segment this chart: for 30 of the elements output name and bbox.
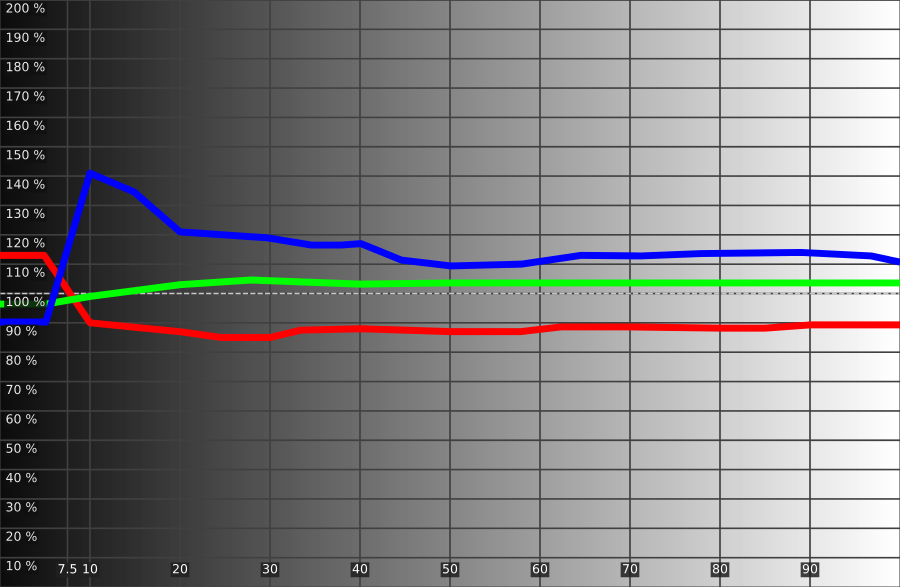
x-tick-label: 50 [443,564,458,574]
y-tick-label: 30 % [6,502,37,512]
x-tick-label: 20 [172,564,188,574]
x-tick-label: 10 [83,564,98,574]
y-tick-label: 140 % [6,179,45,189]
x-tick-label: 70 [623,564,638,574]
y-tick-label: 20 % [6,532,37,541]
x-tick-label: 40 [352,564,368,574]
y-tick-label: 170 % [6,91,45,101]
x-tick-label: 90 [802,564,818,574]
y-tick-label: 110 % [6,267,45,277]
y-tick-label: 60 % [6,414,37,424]
y-tick-label: 130 % [6,208,45,218]
y-tick-label: 40 % [6,472,37,482]
y-tick-label: 160 % [6,120,45,130]
y-tick-label: 100 % [6,296,45,306]
x-tick-label: 7.5 [58,564,76,574]
y-tick-label: 70 % [6,384,37,394]
y-tick-label: 200 % [6,3,45,13]
y-tick-label: 80 % [6,355,37,365]
y-tick-label: 10 % [6,560,37,570]
y-tick-label: 150 % [6,150,45,160]
x-tick-label: 80 [712,564,728,574]
y-tick-label: 50 % [6,443,37,453]
y-tick-label: 90 % [6,326,37,336]
y-tick-label: 180 % [6,62,45,72]
y-tick-label: 190 % [6,32,45,42]
y-tick-label: 120 % [6,238,45,248]
x-tick-label: 30 [263,564,278,574]
x-tick-label: 60 [532,564,548,574]
